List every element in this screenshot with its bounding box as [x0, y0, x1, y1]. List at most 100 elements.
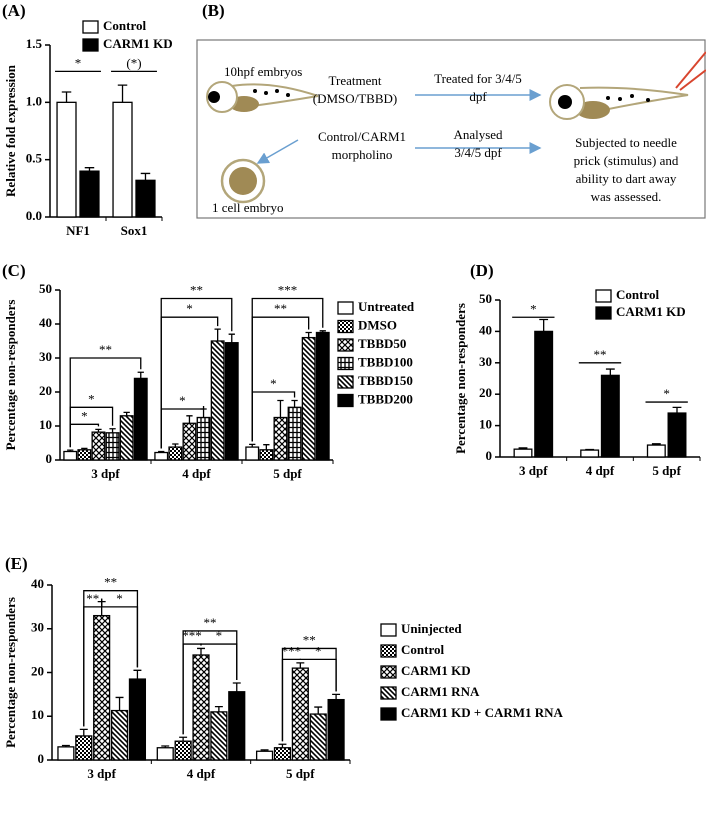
error-bar [115, 696, 124, 711]
diagram-b: (B) 10hpf embryos Treatment (DMSO/TBBD) Trea… [196, 1, 706, 219]
significance-bracket [299, 658, 337, 692]
diagram-text: morpholino [332, 147, 393, 162]
error-bar [214, 705, 223, 712]
bar [156, 747, 174, 761]
legend-swatch [380, 623, 397, 637]
legend-label: Uninjected [401, 621, 462, 636]
chart: (E) Percentage non-responders 0 10 20 30 40 3 d… [3, 554, 564, 781]
significance-label: ** [203, 615, 216, 630]
error-bar [133, 669, 142, 680]
error-bar [518, 447, 528, 450]
error-bar [228, 333, 235, 343]
significance-label: *** [182, 628, 202, 643]
y-tick-label: 1.0 [26, 93, 42, 108]
significance-bracket [69, 357, 142, 448]
diagram-text: 3/4/5 dpf [454, 145, 502, 160]
bar [79, 170, 100, 218]
y-tick-label: 40 [31, 576, 44, 591]
bar [56, 101, 77, 218]
bar [57, 746, 75, 761]
diagram-text: was assessed. [591, 189, 662, 204]
bar [110, 709, 129, 761]
bar [168, 446, 183, 461]
y-tick-label: 30 [479, 354, 492, 369]
significance-bracket [200, 643, 238, 680]
one-cell-embryo [220, 158, 266, 204]
significance-label: ** [99, 342, 112, 357]
y-axis-label: Percentage non-responders [3, 597, 18, 748]
panel-label: (D) [470, 261, 494, 280]
diagram-text: Treatment [329, 73, 382, 88]
significance-label: ** [303, 632, 316, 647]
error-bar [84, 167, 95, 172]
error-bar [161, 745, 170, 748]
legend-label: CARM1 KD [616, 304, 686, 319]
significance-bracket [160, 297, 233, 449]
significance-label: * [88, 391, 95, 406]
y-tick-label: 0.0 [26, 208, 42, 223]
bar [192, 654, 210, 761]
error-bar [585, 448, 595, 451]
legend-label: CARM1 KD [401, 663, 471, 678]
bar [182, 422, 197, 461]
error-bar [232, 682, 241, 692]
error-bar [249, 443, 256, 448]
diagram-text: dpf [469, 89, 487, 104]
diagram-text: 1 cell embryo [212, 200, 283, 215]
legend-label: CARM1 KD [103, 36, 173, 51]
error-bar [278, 743, 287, 748]
error-bar [137, 371, 144, 379]
error-bar [277, 399, 284, 418]
error-bar [140, 172, 151, 181]
significance-label: *** [278, 282, 298, 297]
bar [580, 449, 600, 458]
diagram-text: ability to dart away [576, 171, 677, 186]
y-tick-label: 0 [46, 451, 53, 466]
bar [133, 377, 148, 461]
legend-swatch [380, 707, 397, 721]
bar [291, 667, 309, 761]
error-bar [672, 406, 682, 414]
significance-label: * [179, 393, 186, 408]
bar [309, 713, 327, 761]
legend-swatch [337, 356, 354, 371]
bar [112, 101, 133, 218]
y-axis-label: Percentage non-responders [453, 303, 468, 454]
y-tick-label: 20 [39, 383, 52, 398]
x-tick-label: 5 dpf [286, 766, 315, 781]
error-bar [109, 428, 116, 433]
y-tick-label: 20 [479, 385, 492, 400]
bar [228, 691, 246, 761]
error-bar [260, 749, 269, 752]
bar [600, 374, 620, 458]
bar [259, 449, 274, 461]
legend-label: TBBD150 [358, 373, 413, 388]
arrows [256, 89, 542, 164]
bar [128, 678, 147, 761]
y-axis-label: Percentage non-responders [3, 300, 18, 451]
legend-swatch [337, 338, 354, 352]
y-tick-label: 10 [31, 707, 44, 722]
significance-label: * [663, 386, 670, 401]
y-tick-label: 30 [31, 620, 44, 635]
diagram-text: Control/CARM1 [318, 129, 406, 144]
x-tick-label: 5 dpf [652, 463, 681, 478]
diagram-frame [196, 39, 706, 219]
y-tick-label: 10 [479, 417, 492, 432]
x-tick-label: 3 dpf [87, 766, 116, 781]
error-bar [296, 662, 305, 669]
error-bar [314, 706, 323, 715]
bar [224, 342, 239, 461]
legend-label: DMSO [358, 317, 397, 332]
significance-label: * [75, 55, 82, 70]
x-tick-label: 3 dpf [91, 466, 120, 481]
y-tick-label: 0.5 [26, 151, 43, 166]
diagram-text: Treated for 3/4/5 [434, 71, 522, 86]
x-tick-label: 4 dpf [182, 466, 211, 481]
diagram-text: 10hpf embryos [224, 64, 302, 79]
y-tick-label: 0 [486, 448, 493, 463]
x-tick-label: NF1 [66, 223, 90, 238]
bar [210, 340, 225, 461]
legend-label: CARM1 KD + CARM1 RNA [401, 705, 564, 720]
bar [273, 416, 288, 461]
